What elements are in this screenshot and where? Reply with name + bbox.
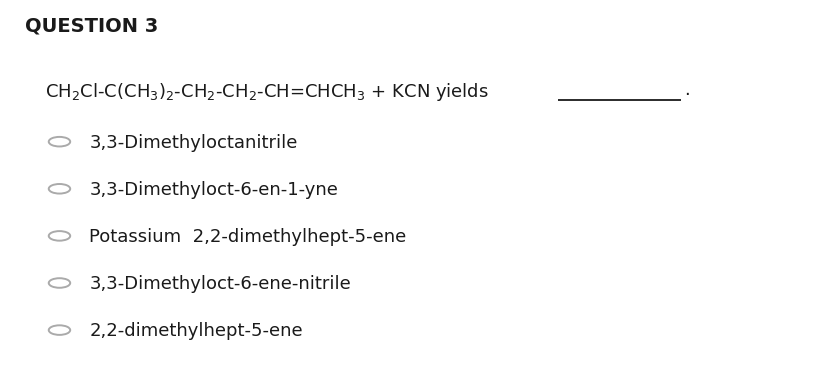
- Text: .: .: [684, 81, 690, 99]
- Text: 3,3-Dimethyloct-6-ene-nitrile: 3,3-Dimethyloct-6-ene-nitrile: [89, 275, 351, 293]
- Text: Potassium  2,2-dimethylhept-5-ene: Potassium 2,2-dimethylhept-5-ene: [89, 228, 406, 246]
- Text: 3,3-Dimethyloct-6-en-1-yne: 3,3-Dimethyloct-6-en-1-yne: [89, 181, 338, 199]
- Text: 2,2-dimethylhept-5-ene: 2,2-dimethylhept-5-ene: [89, 322, 303, 340]
- Text: 3,3-Dimethyloctanitrile: 3,3-Dimethyloctanitrile: [89, 134, 297, 152]
- Text: QUESTION 3: QUESTION 3: [25, 17, 158, 36]
- Text: $\mathregular{CH_2}$Cl-C($\mathregular{CH_3}$)$\mathregular{_2}$-$\mathregular{C: $\mathregular{CH_2}$Cl-C($\mathregular{C…: [45, 81, 489, 103]
